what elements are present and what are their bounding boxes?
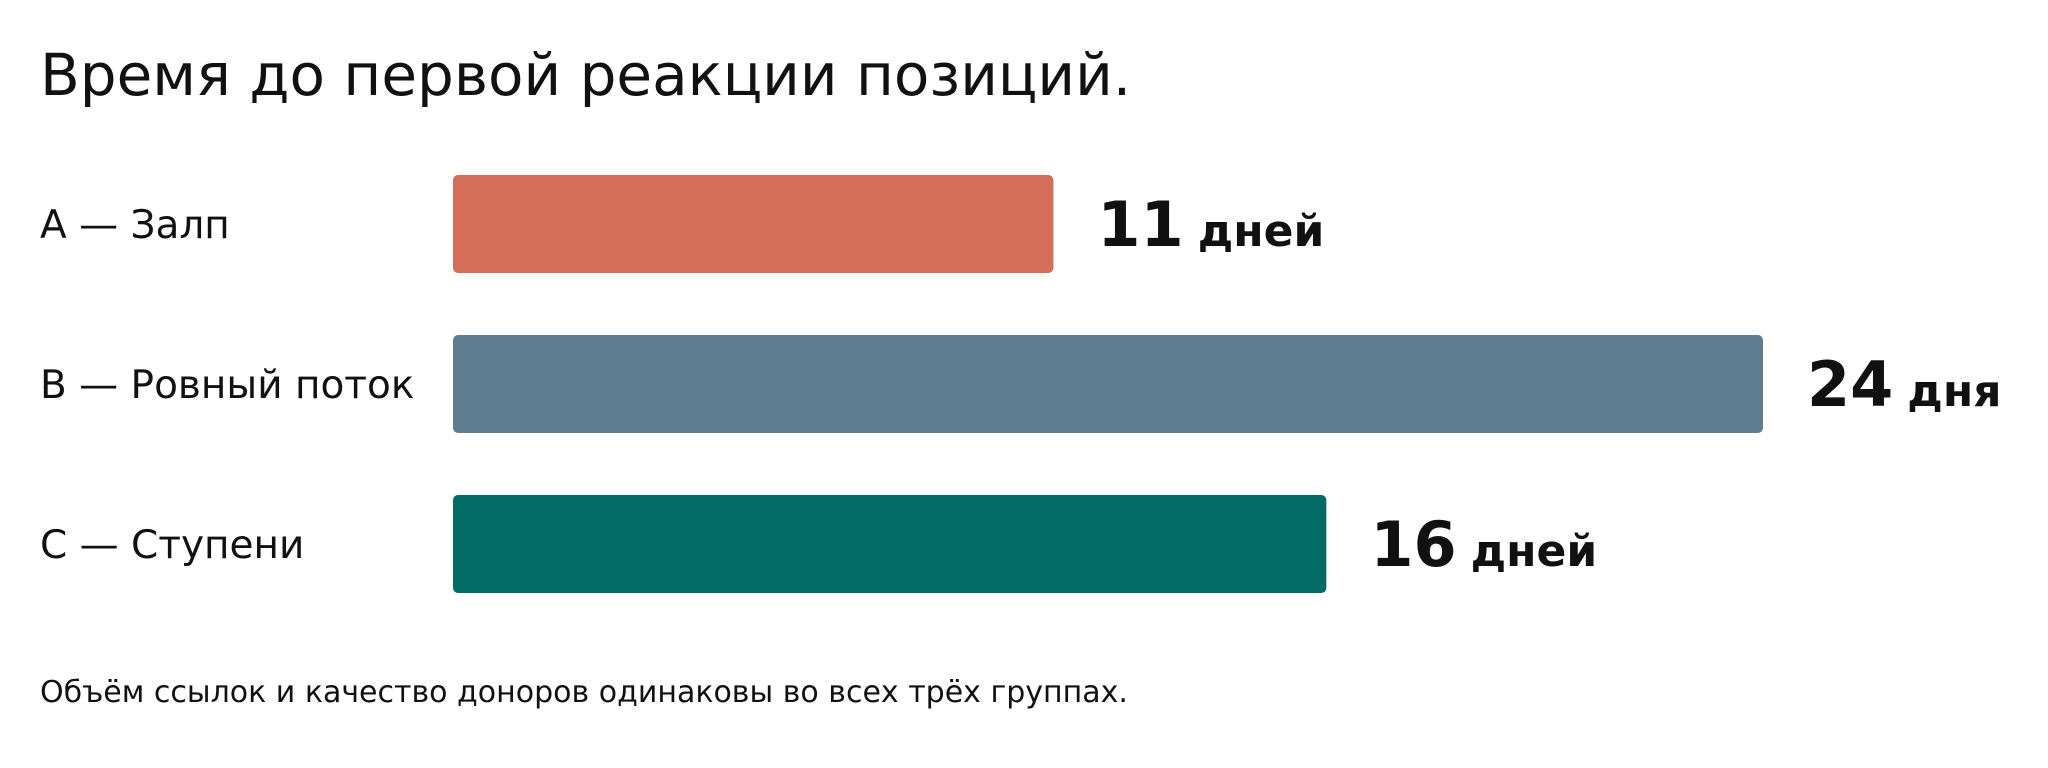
data-label-unit: дня	[1907, 366, 2001, 417]
data-label-unit: дней	[1198, 206, 1325, 257]
data-label-value: 16	[1370, 508, 1456, 581]
bar	[453, 335, 1763, 433]
bar	[453, 175, 1054, 273]
bar	[453, 495, 1327, 593]
bars-group: A — Залп 11 дней B — Ровный поток 24 дня C — С…	[40, 175, 2001, 593]
data-label: 16 дней	[1370, 508, 1597, 581]
category-label: B — Ровный поток	[40, 363, 414, 408]
data-label: 11 дней	[1097, 188, 1324, 261]
data-label-unit: дней	[1471, 526, 1598, 577]
data-label-value: 11	[1097, 188, 1183, 261]
data-label-value: 24	[1807, 348, 1893, 421]
chart-title: Время до первой реакции позиций.	[40, 41, 1131, 109]
chart-footnote: Объём ссылок и качество доноров одинаков…	[40, 675, 1128, 710]
data-label: 24 дня	[1807, 348, 2001, 421]
category-label: A — Залп	[40, 203, 230, 248]
category-label: C — Ступени	[40, 523, 304, 568]
